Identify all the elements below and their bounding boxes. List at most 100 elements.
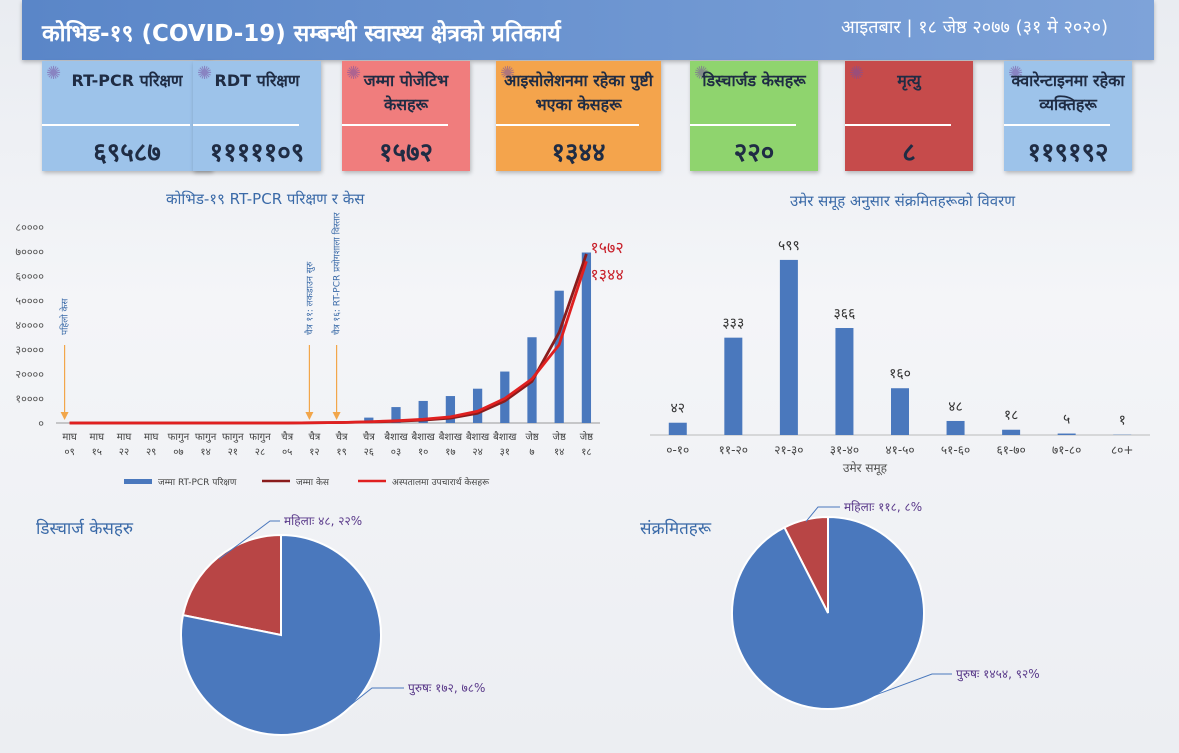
end-label: १३४४ [590,265,623,284]
x-axis-label: उमेर समूह [843,461,888,476]
stat-card: ✺ जम्मा पोजेटिभ केसहरू १५७२ [342,61,470,171]
x-tick-label: १७ [445,447,455,458]
stat-card-value: २२० [733,138,775,168]
stat-card-label: RT-PCR परिक्षण [71,71,183,90]
test-bar [554,290,564,423]
stat-card: ✺ RDT परिक्षण १११११०९ [193,61,321,171]
age-bar [946,420,965,435]
age-bar [779,259,798,435]
stat-card: ✺ क्वारेन्टाइनमा रहेका व्यक्तिहरू ११९१९२ [1004,61,1132,171]
x-tick-label: फागुन [222,432,244,443]
pie-label: पुरुषः १७२, ७८% [408,681,485,696]
x-tick-label: २१-३० [774,443,803,457]
stat-card-value: १५७२ [378,138,434,168]
age-bar [835,328,854,435]
x-tick-label: बैशाख [412,431,436,443]
pie-label: महिलाः ११८, ८% [844,500,922,514]
stat-card: ✺ मृत्यु ८ [845,61,973,171]
x-tick-label: २१ [228,447,238,458]
stat-card-label: आइसोलेशनमा रहेका पुष्टी भएका केसहरू [504,71,653,114]
annotation-arrowhead [332,412,341,420]
stat-card-divider [690,124,796,126]
legend-label: जम्मा RT-PCR परिक्षण [158,476,237,488]
test-bar [472,388,483,423]
stat-card: ✺ RT-PCR परिक्षण ६९५८७ [42,61,212,171]
virus-icon: ✺ [46,63,62,84]
y-tick-label: ६०००० [15,270,44,283]
stat-card-label: RDT परिक्षण [214,71,300,90]
x-tick-label: ५१-६० [941,443,970,457]
x-tick-label: बैशाख [466,431,490,443]
test-bar [364,417,374,423]
x-tick-label: १९ [336,447,346,458]
x-tick-label: चैत्र [336,431,348,443]
age-group-chart: ४२ ०-१० ३३३ ११-२० ५९९ २१-३० ३६६ ३१-४० १६० ४१-५० ४८… [650,238,1150,476]
x-tick-label: ७१-८० [1052,443,1081,457]
pie-slice [181,533,282,637]
stat-card-divider [342,124,448,126]
virus-icon: ✺ [346,63,362,84]
x-tick-label: जेष्ठ [553,431,567,443]
x-tick-label: जेष्ठ [580,431,594,443]
x-tick-label: ४१-५० [885,443,914,457]
age-bar [1002,429,1021,435]
bar-value-label: ५९९ [778,238,800,254]
x-tick-label: चैत्र [281,431,293,443]
age-bar [724,337,743,435]
legend-label: अस्पतालमा उपचारार्थ केसहरू [392,476,490,488]
pie-label: महिलाः ४८, २२% [284,514,362,528]
virus-icon: ✺ [500,63,516,84]
hospital-cases-line [69,260,588,425]
pie-slice [180,533,382,736]
stat-card-label: मृत्यु [897,71,921,90]
pie-leader-line [849,673,952,705]
x-tick-label: १४ [554,447,564,458]
bar-value-label: ३३३ [722,316,744,332]
x-tick-label: ३१-४० [830,443,859,457]
x-tick-label: ३१ [500,447,510,458]
y-tick-label: ० [38,417,44,430]
x-tick-label: २६ [364,447,374,458]
y-tick-label: २०००० [15,368,44,381]
x-tick-label: ७ [529,447,534,458]
x-tick-label: माघ [144,432,160,443]
test-bar [391,407,401,423]
x-tick-label: १४ [200,447,210,458]
x-tick-label: ०९ [64,447,74,458]
date-label: आइतबार | १८ जेष्ठ २०७७ (३१ मे २०२०) [841,17,1108,38]
pie2-title: संक्रमितहरू [640,519,712,539]
x-tick-label: बैशाख [439,431,463,443]
stat-card-value: ११९१९२ [1027,138,1109,168]
annotation-label: पहिलो केस [59,298,71,335]
y-tick-label: १०००० [15,393,44,406]
x-tick-label: ६१-७० [996,443,1025,457]
x-tick-label: माघ [90,432,106,443]
annotation-arrowhead [305,412,314,420]
x-tick-label: २९ [146,447,156,458]
bar-value-label: १ [1119,413,1126,429]
discharge-pie-chart: महिलाः ४८, २२% पुरुषः १७२, ७८% [180,514,485,736]
age-bar [891,388,909,435]
stat-card-divider [1004,124,1110,126]
legend-swatch [124,479,152,484]
total-cases-line [69,253,588,425]
pie-leader-line [218,520,280,560]
x-tick-label: १५ [92,447,102,458]
stat-card-label: क्वारेन्टाइनमा रहेका व्यक्तिहरू [1011,71,1125,114]
stat-card: ✺ डिस्चार्जड केसहरू २२० [690,61,818,171]
pie-leader-line [342,687,404,712]
x-tick-label: बैशाख [493,431,517,443]
x-tick-label: २८ [255,447,265,458]
test-bar [418,400,428,423]
x-tick-label: जेष्ठ [525,431,539,443]
pie-leader-line [805,506,840,522]
stat-card-divider [42,124,190,126]
bar-value-label: ५ [1063,412,1070,428]
age-bar [668,422,687,435]
annotation-label: चैत्र १६: RT-PCR प्रयोगशाला विस्तार [331,212,343,335]
virus-icon: ✺ [1008,63,1024,84]
x-tick-label: २२ [119,447,129,458]
age-bar [1057,433,1076,435]
bar-value-label: ४८ [948,399,963,415]
stat-card-value: ८ [902,138,916,168]
